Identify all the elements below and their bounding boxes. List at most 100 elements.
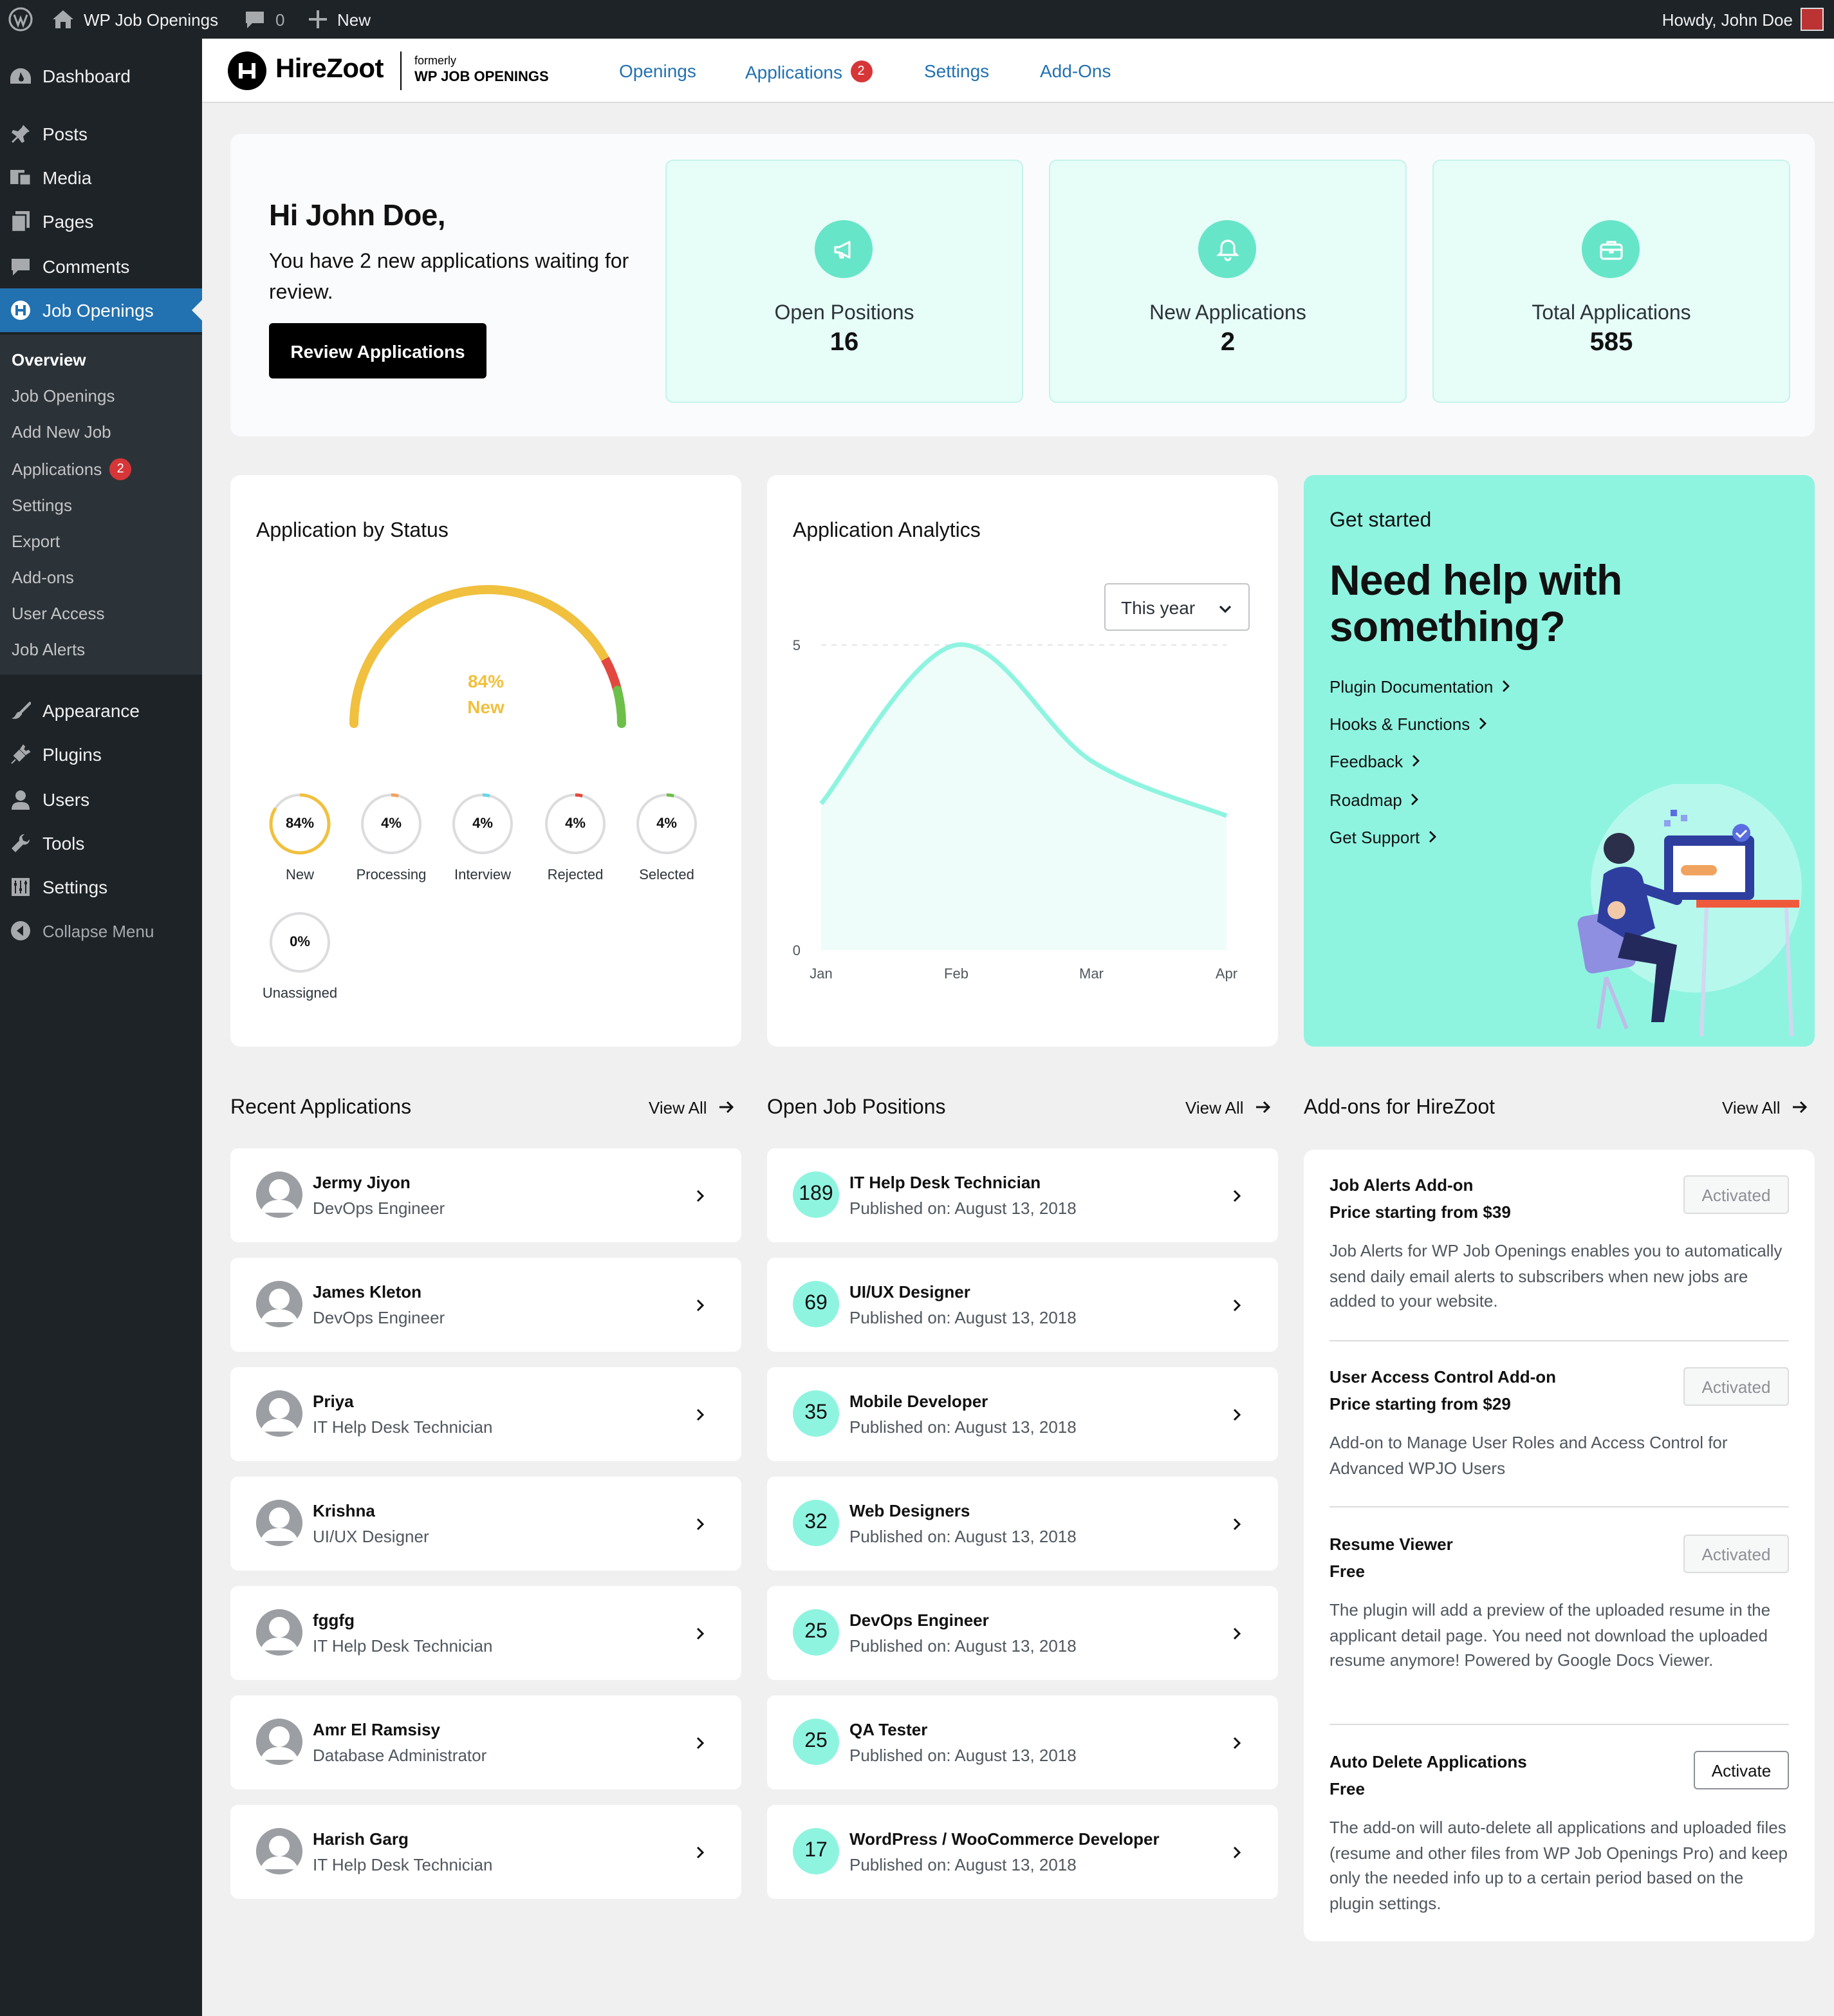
menu-appearance[interactable]: Appearance <box>0 689 202 733</box>
submenu-add-ons[interactable]: Add-ons <box>12 567 74 586</box>
stat-open-positions[interactable]: Open Positions 16 <box>665 160 1023 403</box>
addons-card: Job Alerts Add-on Price starting from $3… <box>1304 1150 1815 1941</box>
addon-activated-button[interactable]: Activated <box>1683 1367 1789 1406</box>
menu-media[interactable]: Media <box>0 156 202 200</box>
applications-count: 35 <box>793 1390 839 1437</box>
new-label: New <box>337 10 371 29</box>
stat-new-applications[interactable]: New Applications 2 <box>1049 160 1407 403</box>
hirezoot-logo-icon[interactable] <box>228 51 266 90</box>
stat-value: 16 <box>829 328 859 357</box>
submenu-job-alerts[interactable]: Job Alerts <box>12 639 86 658</box>
nav-openings[interactable]: Openings <box>619 61 696 81</box>
position-row[interactable]: 69 UI/UX Designer Published on: August 13,… <box>767 1258 1278 1352</box>
menu-tools[interactable]: Tools <box>0 821 202 865</box>
menu-pages[interactable]: Pages <box>0 200 202 243</box>
addon-price: Free <box>1329 1562 1365 1581</box>
applicant-role: DevOps Engineer <box>313 1308 445 1327</box>
submenu-settings[interactable]: Settings <box>12 495 72 514</box>
new-content-link[interactable]: New <box>309 0 371 39</box>
submenu-job-openings[interactable]: Job Openings <box>12 386 115 405</box>
status-ring[interactable]: 4% <box>452 793 514 855</box>
position-row[interactable]: 25 QA Tester Published on: August 13, 2018 <box>767 1695 1278 1789</box>
position-row[interactable]: 35 Mobile Developer Published on: August 1… <box>767 1367 1278 1461</box>
position-row[interactable]: 32 Web Designers Published on: August 13, … <box>767 1477 1278 1571</box>
menu-users[interactable]: Users <box>0 778 202 821</box>
period-select[interactable]: This year <box>1104 583 1250 631</box>
position-row[interactable]: 25 DevOps Engineer Published on: August 13… <box>767 1586 1278 1680</box>
position-published: Published on: August 13, 2018 <box>849 1417 1077 1437</box>
formerly-label: formerly <box>414 54 457 67</box>
application-row[interactable]: Harish Garg IT Help Desk Technician <box>230 1805 741 1899</box>
howdy-text: Howdy, John Doe <box>1662 10 1793 29</box>
submenu-label: Applications <box>12 459 102 478</box>
review-applications-button[interactable]: Review Applications <box>269 323 486 378</box>
application-row[interactable]: Jermy Jiyon DevOps Engineer <box>230 1148 741 1242</box>
stat-total-applications[interactable]: Total Applications 585 <box>1432 160 1790 403</box>
open-positions-view-all[interactable]: View All <box>1185 1098 1271 1117</box>
status-ring[interactable]: 4% <box>360 793 422 855</box>
menu-label: Collapse Menu <box>42 921 154 940</box>
application-row[interactable]: Amr El Ramsisy Database Administrator <box>230 1695 741 1789</box>
avatar <box>256 1719 302 1765</box>
menu-collapse[interactable]: Collapse Menu <box>0 909 202 953</box>
help-card: Get started Need help with something? Pl… <box>1304 475 1815 1047</box>
application-row[interactable]: Priya IT Help Desk Technician <box>230 1367 741 1461</box>
chevron-right-icon <box>1411 752 1421 771</box>
menu-settings[interactable]: Settings <box>0 865 202 909</box>
menu-plugins[interactable]: Plugins <box>0 733 202 776</box>
chevron-right-icon <box>695 1406 705 1429</box>
nav-settings[interactable]: Settings <box>924 61 990 81</box>
addon-activated-button[interactable]: Activated <box>1683 1175 1789 1214</box>
help-link-label: Hooks & Functions <box>1329 714 1470 734</box>
comment-icon <box>8 257 33 276</box>
status-ring[interactable]: 4% <box>544 793 606 855</box>
chevron-right-icon <box>695 1515 705 1538</box>
application-row[interactable]: fggfg IT Help Desk Technician <box>230 1586 741 1680</box>
position-title: DevOps Engineer <box>849 1610 989 1630</box>
position-row[interactable]: 189 IT Help Desk Technician Published on: … <box>767 1148 1278 1242</box>
status-ring[interactable]: 84% <box>269 793 331 855</box>
nav-add-ons[interactable]: Add-Ons <box>1040 61 1111 81</box>
position-published: Published on: August 13, 2018 <box>849 1527 1077 1546</box>
welcome-card: Hi John Doe, You have 2 new applications… <box>230 134 1815 436</box>
stat-value: 585 <box>1589 328 1633 357</box>
wordpress-logo-icon[interactable] <box>8 0 33 39</box>
stat-label: Total Applications <box>1532 303 1691 324</box>
comments-link[interactable]: 0 <box>245 0 284 39</box>
divider <box>1329 1506 1789 1507</box>
menu-label: Plugins <box>42 744 102 765</box>
comments-count: 0 <box>275 10 285 29</box>
site-home-link[interactable]: WP Job Openings <box>51 0 218 39</box>
support-illustration <box>1577 784 1802 1037</box>
link-roadmap[interactable]: Roadmap <box>1329 790 1420 810</box>
nav-applications[interactable]: Applications 2 <box>745 61 872 82</box>
addon-activated-button[interactable]: Activated <box>1683 1535 1789 1573</box>
submenu-export[interactable]: Export <box>12 531 60 550</box>
applicant-role: IT Help Desk Technician <box>313 1636 493 1656</box>
status-ring[interactable]: 4% <box>636 793 698 855</box>
menu-dashboard[interactable]: Dashboard <box>0 54 202 98</box>
my-account-link[interactable]: Howdy, John Doe <box>1662 0 1824 39</box>
avatar <box>256 1171 302 1218</box>
position-published: Published on: August 13, 2018 <box>849 1636 1077 1656</box>
chevron-right-icon <box>1477 714 1488 734</box>
menu-comments[interactable]: Comments <box>0 245 202 288</box>
submenu-add-new-job[interactable]: Add New Job <box>12 422 111 441</box>
submenu-overview[interactable]: Overview <box>12 350 86 369</box>
link-get-support[interactable]: Get Support <box>1329 828 1438 847</box>
position-row[interactable]: 17 WordPress / WooCommerce Developer Publi… <box>767 1805 1278 1899</box>
link-plugin-documentation[interactable]: Plugin Documentation <box>1329 677 1511 696</box>
submenu-user-access[interactable]: User Access <box>12 603 105 622</box>
status-ring[interactable]: 0% <box>269 911 331 973</box>
recent-applications-view-all[interactable]: View All <box>649 1098 734 1117</box>
link-feedback[interactable]: Feedback <box>1329 752 1421 771</box>
stat-value: 2 <box>1220 328 1236 357</box>
application-row[interactable]: Krishna UI/UX Designer <box>230 1477 741 1571</box>
link-hooks-functions[interactable]: Hooks & Functions <box>1329 714 1488 734</box>
addon-activate-button[interactable]: Activate <box>1694 1751 1789 1789</box>
menu-job-openings[interactable]: Job Openings <box>0 288 202 332</box>
submenu-applications[interactable]: Applications 2 <box>12 456 132 481</box>
application-row[interactable]: James Kleton DevOps Engineer <box>230 1258 741 1352</box>
menu-posts[interactable]: Posts <box>0 112 202 156</box>
addons-view-all[interactable]: View All <box>1722 1098 1808 1117</box>
